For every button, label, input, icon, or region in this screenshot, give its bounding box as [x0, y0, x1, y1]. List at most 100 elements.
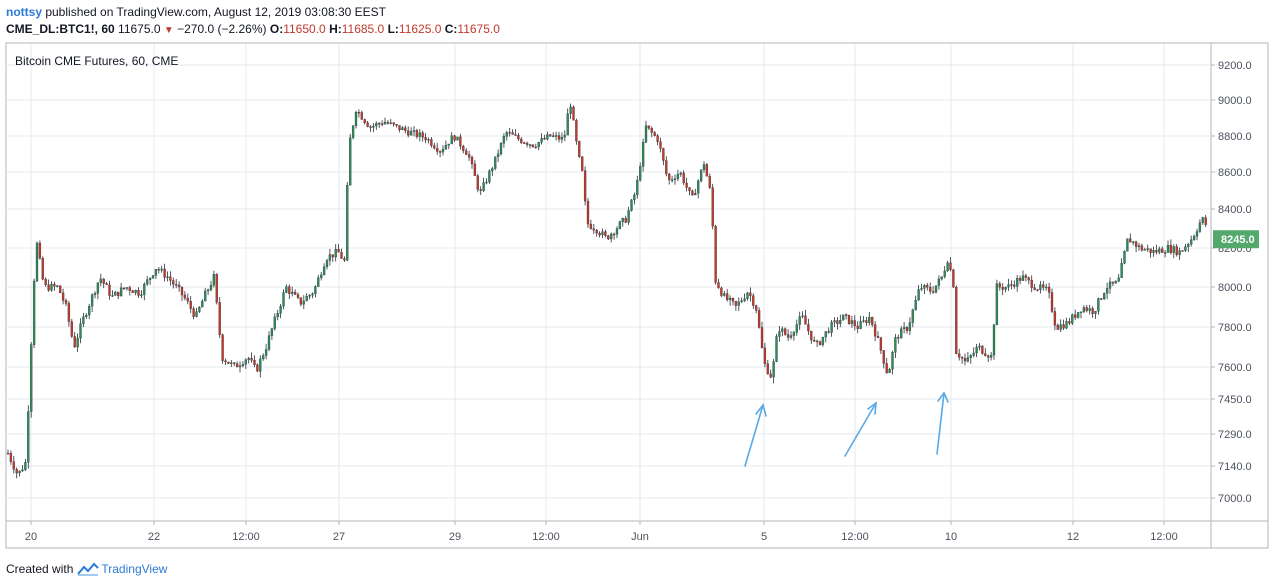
- candle-body: [879, 337, 883, 351]
- candle-body: [499, 143, 503, 155]
- candle-body: [720, 287, 723, 296]
- candle-body: [1146, 248, 1149, 250]
- candle-body: [766, 363, 769, 375]
- candle-body: [560, 137, 564, 140]
- candle-body: [807, 324, 810, 332]
- candle-body: [479, 189, 482, 191]
- candle-body: [992, 324, 996, 356]
- candle-body: [757, 310, 761, 328]
- price-axis: 7000.0 7140.0 7290.0 7450.0 7600.0 7800.0 8000…: [1211, 60, 1252, 505]
- candle-body: [409, 131, 413, 136]
- candle-body: [235, 363, 239, 368]
- candle-body: [137, 289, 140, 296]
- candle-body: [444, 144, 448, 150]
- candle-body: [1120, 263, 1123, 279]
- time-tick-label: 5: [761, 531, 767, 543]
- candle-body: [201, 300, 204, 308]
- candle-body: [79, 323, 82, 339]
- candle-body: [267, 335, 271, 350]
- candle-body: [1169, 245, 1173, 253]
- candle-body: [641, 142, 645, 167]
- candle-body: [511, 132, 514, 135]
- candle-body: [96, 282, 100, 294]
- candle-body: [844, 314, 848, 316]
- candle-body: [224, 360, 227, 363]
- candle-body: [412, 130, 416, 132]
- candle-body: [557, 135, 561, 140]
- candle-body: [15, 469, 18, 474]
- candle-body: [314, 286, 317, 294]
- tradingview-link[interactable]: TradingView: [101, 562, 168, 576]
- candle-body: [47, 284, 50, 291]
- candle-body: [839, 320, 842, 324]
- symbol-label: CME_DL:BTC1!, 60: [6, 22, 115, 36]
- ohlc-line: CME_DL:BTC1!, 60 11675.0 ▼ −270.0 (−2.26…: [6, 22, 500, 38]
- candle-body: [1190, 239, 1193, 245]
- candle-body: [731, 298, 735, 302]
- candle-body: [728, 298, 732, 301]
- candle-body: [1097, 298, 1100, 312]
- time-tick-label: 20: [25, 531, 37, 543]
- price-tick-label: 7800.0: [1218, 322, 1252, 334]
- candle-body: [694, 193, 697, 196]
- candle-body: [543, 138, 546, 140]
- candle-body: [537, 142, 540, 148]
- candle-body: [102, 278, 105, 284]
- candle-body: [885, 363, 888, 374]
- candle-body: [163, 268, 166, 278]
- candle-body: [859, 321, 862, 329]
- candle-body: [769, 373, 772, 378]
- candle-body: [554, 135, 558, 137]
- candle-body: [441, 149, 445, 153]
- candle-body: [354, 112, 358, 126]
- candle-body: [99, 278, 102, 283]
- candle-body: [322, 266, 326, 276]
- candle-body: [453, 135, 456, 141]
- candle-body: [212, 274, 216, 286]
- candle-body: [865, 320, 868, 323]
- candle-body: [157, 269, 160, 271]
- created-with-text: Created with: [6, 562, 74, 576]
- price-tick-label: 8800.0: [1218, 131, 1252, 143]
- candle-body: [282, 292, 285, 307]
- candle-body: [752, 295, 755, 306]
- candle-body: [166, 276, 169, 279]
- candle-body: [801, 315, 804, 317]
- candle-body: [662, 148, 665, 161]
- candle-body: [714, 226, 717, 283]
- candle-body: [740, 300, 743, 302]
- candle-body: [1111, 281, 1115, 284]
- candle-body: [85, 314, 88, 317]
- time-tick-label: 22: [148, 531, 160, 543]
- time-tick-label: 10: [945, 531, 957, 543]
- last-price-badge-label: 8245.0: [1221, 234, 1255, 246]
- candle-body: [755, 305, 758, 311]
- candle-body: [331, 254, 334, 258]
- candle-body: [995, 283, 999, 326]
- candle-body: [1175, 246, 1178, 255]
- candle-body: [227, 361, 230, 364]
- price-tick-label: 7600.0: [1218, 362, 1252, 374]
- candle-body: [1027, 277, 1030, 281]
- candle-body: [459, 136, 462, 147]
- candle-body: [615, 228, 619, 235]
- candle-body: [1021, 275, 1025, 281]
- candle-body: [963, 358, 967, 362]
- candle-body: [1123, 251, 1126, 264]
- time-tick-label: 29: [449, 531, 461, 543]
- arrow-2-icon: [844, 401, 877, 457]
- candle-body: [247, 358, 250, 360]
- candle-body: [607, 235, 610, 240]
- candle-body: [134, 289, 137, 293]
- candle-body: [1001, 287, 1004, 290]
- candle-body: [250, 358, 253, 361]
- candle-body: [415, 130, 419, 137]
- price-tick-label: 9000.0: [1218, 95, 1252, 107]
- candle-body: [494, 156, 497, 169]
- candle-body: [421, 132, 424, 138]
- author-link[interactable]: nottsy: [6, 5, 42, 19]
- candle-body: [366, 122, 369, 127]
- candle-body: [238, 365, 242, 368]
- candle-body: [1094, 311, 1097, 314]
